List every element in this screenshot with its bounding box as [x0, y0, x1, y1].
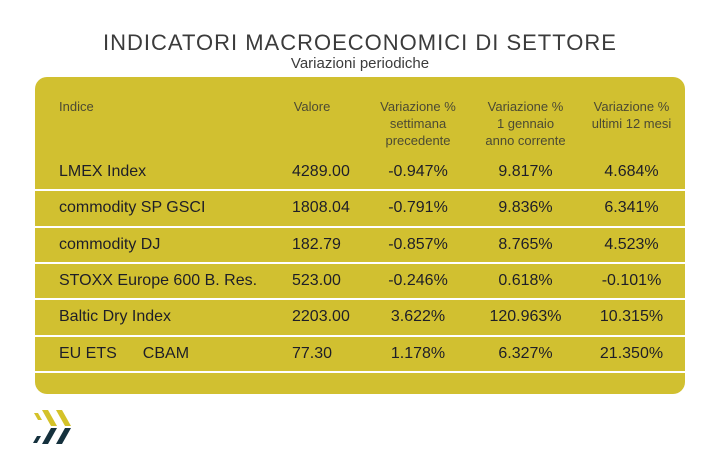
- value-cell: 1808.04: [292, 199, 350, 217]
- table-row: STOXX Europe 600 B. Res. 523.00 -0.246% …: [35, 264, 685, 301]
- value-cell: 2203.00: [292, 308, 350, 326]
- value-cell: 523.00: [292, 272, 341, 290]
- twelve-month-change-cell: 4.523%: [604, 235, 659, 253]
- indicators-table: Indice Valore Variazione % settimana pre…: [35, 77, 685, 394]
- ytd-change-cell: 9.836%: [498, 199, 553, 217]
- week-change-cell: 3.622%: [390, 308, 446, 326]
- column-header-valore: Valore: [293, 99, 331, 114]
- table-row: Baltic Dry Index 2203.00 3.622% 120.963%…: [35, 300, 685, 337]
- page-subtitle: Variazioni periodiche: [290, 55, 430, 72]
- index-name: STOXX Europe 600 B. Res.: [59, 272, 258, 290]
- table-row: commodity SP GSCI 1808.04 -0.791% 9.836%…: [35, 191, 685, 228]
- week-change-cell: -0.791%: [388, 199, 448, 217]
- twelve-month-change-cell: 4.684%: [604, 163, 659, 181]
- twelve-month-change-cell: 21.350%: [599, 344, 664, 362]
- twelve-month-change-cell: -0.101%: [601, 272, 662, 290]
- brand-logo: [32, 406, 78, 450]
- double-slash-chevron-logo-icon: [33, 410, 71, 444]
- ytd-change-cell: 8.765%: [498, 235, 553, 253]
- table-body: LMEX Index 4289.00 -0.947% 9.817% 4.684%…: [35, 155, 685, 373]
- column-header-var-anno: Variazione % 1 gennaio anno corrente: [485, 99, 566, 148]
- index-name: commodity DJ: [59, 235, 161, 253]
- page-title: INDICATORI MACROECONOMICI DI SETTORE: [103, 30, 617, 55]
- index-name-cell: commodity SP GSCI: [35, 199, 261, 217]
- twelve-month-change-cell: 6.341%: [604, 199, 659, 217]
- index-sub-name: CBAM: [142, 344, 190, 362]
- ytd-change-cell: 0.618%: [498, 272, 553, 290]
- week-change-cell: -0.947%: [388, 163, 448, 181]
- twelve-month-change-cell: 10.315%: [599, 308, 664, 326]
- index-name-cell: LMEX Index: [35, 163, 261, 181]
- index-name-cell: commodity DJ: [35, 236, 261, 254]
- index-name: EU ETS: [59, 344, 117, 362]
- ytd-change-cell: 9.817%: [498, 163, 553, 181]
- index-name-cell: STOXX Europe 600 B. Res.: [35, 272, 261, 290]
- value-cell: 4289.00: [292, 163, 350, 181]
- table-row: LMEX Index 4289.00 -0.947% 9.817% 4.684%: [35, 155, 685, 192]
- index-name: Baltic Dry Index: [59, 308, 172, 326]
- week-change-cell: 1.178%: [390, 344, 446, 362]
- column-header-var-settimana: Variazione % settimana precedente: [380, 99, 456, 148]
- ytd-change-cell: 120.963%: [489, 308, 562, 326]
- ytd-change-cell: 6.327%: [498, 344, 553, 362]
- column-header-indice: Indice: [59, 99, 94, 114]
- week-change-cell: -0.857%: [388, 235, 448, 253]
- table-row: EU ETS CBAM 77.30 1.178% 6.327% 21.350%: [35, 337, 685, 373]
- index-name: LMEX Index: [59, 163, 147, 181]
- index-name-cell: Baltic Dry Index: [35, 308, 261, 326]
- table-header-row: Indice Valore Variazione % settimana pre…: [35, 77, 685, 155]
- index-name-cell: EU ETS CBAM: [35, 345, 261, 363]
- value-cell: 182.79: [292, 235, 341, 253]
- week-change-cell: -0.246%: [388, 272, 448, 290]
- index-name: commodity SP GSCI: [59, 199, 206, 217]
- table-row: commodity DJ 182.79 -0.857% 8.765% 4.523…: [35, 228, 685, 264]
- value-cell: 77.30: [292, 344, 333, 362]
- column-header-var-12-mesi: Variazione % ultimi 12 mesi: [591, 99, 672, 131]
